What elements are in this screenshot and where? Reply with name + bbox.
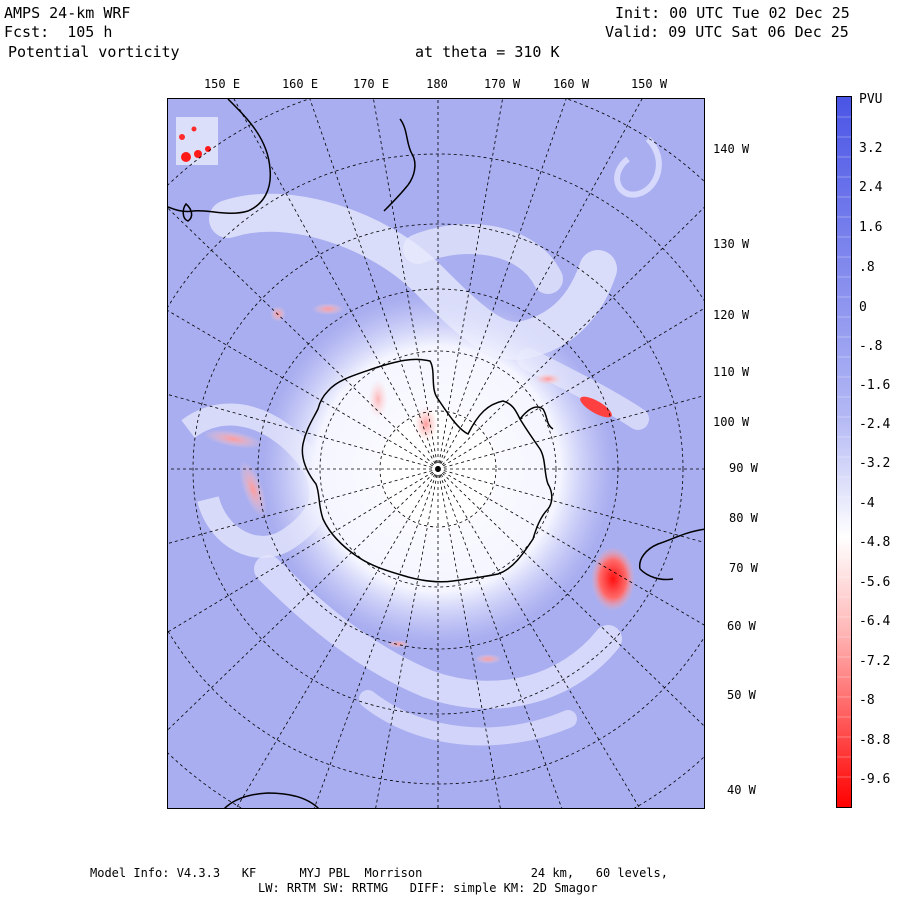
colorbar-label: -9.6 [859, 772, 891, 787]
lon-label-140w: 140 W [713, 142, 750, 156]
colorbar-label: 3.2 [859, 141, 883, 156]
lon-label-110w: 110 W [713, 365, 750, 379]
model-info-line1: Model Info: V4.3.3 KF MYJ PBL Morrison 2… [90, 866, 668, 880]
model-title: AMPS 24-km WRF [4, 4, 131, 22]
colorbar-label: -3.2 [859, 456, 891, 471]
colorbar-label: 1.6 [859, 220, 883, 235]
lon-label-50w: 50 W [727, 688, 756, 702]
new-zealand-north [399, 118, 416, 186]
lon-label-40w: 40 W [727, 783, 756, 797]
lon-label-60w: 60 W [727, 619, 756, 633]
polar-stereographic-plot [168, 99, 704, 808]
tasmania-coast [182, 202, 193, 222]
field-name: Potential vorticity [8, 43, 180, 61]
colorbar-units: PVU [859, 92, 883, 107]
colorbar-ticks [837, 116, 851, 778]
theta-level: at theta = 310 K [415, 43, 560, 61]
lon-label-150w: 150 W [630, 77, 668, 91]
init-time: Init: 00 UTC Tue 02 Dec 25 [615, 4, 850, 22]
colorbar-label: -6.4 [859, 614, 891, 629]
colorbar-label: 0 [859, 300, 867, 315]
lon-label-160w: 160 W [552, 77, 590, 91]
colorbar-label: -1.6 [859, 378, 891, 393]
model-info-line2: LW: RRTM SW: RRTMG DIFF: simple KM: 2D S… [258, 881, 598, 895]
colorbar-label: 2.4 [859, 180, 883, 195]
antarctica-coast [301, 358, 553, 583]
australia-coast [168, 99, 272, 214]
colorbar-gradient [837, 97, 851, 807]
pv-map [167, 98, 705, 809]
lon-label-150e: 150 E [203, 77, 241, 91]
colorbar-label: -8 [859, 693, 875, 708]
colorbar-label: .8 [859, 260, 875, 275]
meridians [168, 99, 704, 808]
lon-label-170e: 170 E [352, 77, 390, 91]
new-zealand-south [383, 184, 409, 212]
lon-label-130w: 130 W [713, 237, 750, 251]
colorbar-label: -7.2 [859, 654, 891, 669]
colorbar [836, 96, 852, 808]
antarctic-peninsula [519, 406, 554, 430]
valid-time: Valid: 09 UTC Sat 06 Dec 25 [605, 23, 849, 41]
lon-label-170w: 170 W [483, 77, 521, 91]
south-america-coast [638, 528, 704, 570]
coastlines [168, 99, 704, 808]
lon-label-120w: 120 W [713, 308, 750, 322]
lon-label-90w: 90 W [729, 461, 758, 475]
lon-label-160e: 160 E [281, 77, 319, 91]
forecast-hour: Fcst: 105 h [4, 23, 113, 41]
africa-coast [223, 792, 319, 808]
lon-label-80w: 80 W [729, 511, 758, 525]
lon-label-70w: 70 W [729, 561, 758, 575]
lon-label-180: 180 [426, 77, 448, 91]
south-america-tip [639, 568, 674, 581]
colorbar-label: -.8 [859, 339, 883, 354]
colorbar-label: -8.8 [859, 733, 891, 748]
colorbar-label: -5.6 [859, 575, 891, 590]
lon-label-100w: 100 W [713, 415, 750, 429]
colorbar-label: -4.8 [859, 535, 891, 550]
colorbar-label: -4 [859, 496, 875, 511]
colorbar-label: -2.4 [859, 417, 891, 432]
